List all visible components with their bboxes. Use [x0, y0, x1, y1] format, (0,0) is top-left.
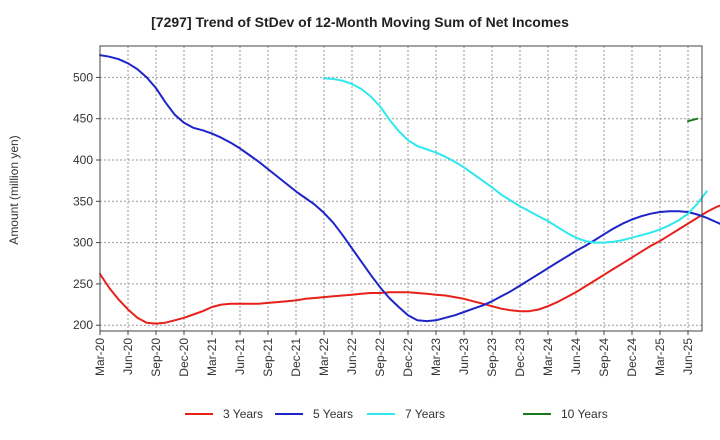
y-tick-label-3: 350 [73, 194, 93, 208]
x-tick-label-15: Dec-23 [513, 338, 527, 377]
plot-frame [99, 45, 703, 332]
y-axis: 200 250 300 350 400 450 500 [73, 70, 100, 332]
series-line-7-years [323, 77, 708, 244]
x-tick-label-1: Jun-20 [121, 338, 135, 375]
x-tick-label-19: Dec-24 [625, 338, 639, 377]
series-line-3-years [99, 204, 720, 325]
x-tick-label-12: Mar-23 [429, 338, 443, 376]
x-tick-label-17: Jun-24 [569, 338, 583, 375]
legend-label-7-years: 7 Years [405, 407, 445, 421]
series-line-10-years [687, 117, 699, 123]
x-tick-label-11: Dec-22 [401, 338, 415, 377]
legend-label-3-years: 3 Years [223, 407, 263, 421]
x-tick-label-0: Mar-20 [93, 338, 107, 376]
plot-background [100, 46, 702, 331]
x-tick-label-7: Dec-21 [289, 338, 303, 377]
legend: 3 Years 5 Years 7 Years 10 Years [185, 407, 608, 421]
x-tick-label-16: Mar-24 [541, 338, 555, 376]
x-tick-label-10: Sep-22 [373, 338, 387, 377]
x-tick-label-8: Mar-22 [317, 338, 331, 376]
x-axis: Mar-20 Jun-20 Sep-20 Dec-20 Mar-21 Jun-21 Sep-… [93, 331, 695, 377]
x-tick-label-20: Mar-25 [653, 338, 667, 376]
series-line-5-years [99, 54, 720, 323]
x-tick-label-9: Jun-22 [345, 338, 359, 375]
legend-label-10-years: 10 Years [561, 407, 608, 421]
x-tick-label-21: Jun-25 [681, 338, 695, 375]
series-lines [99, 54, 720, 325]
x-tick-label-18: Sep-24 [597, 338, 611, 377]
y-axis-label: Amount (million yen) [7, 135, 21, 244]
x-tick-label-6: Sep-21 [261, 338, 275, 377]
x-tick-label-4: Mar-21 [205, 338, 219, 376]
y-tick-label-6: 500 [73, 70, 93, 84]
legend-label-5-years: 5 Years [313, 407, 353, 421]
x-tick-label-2: Sep-20 [149, 338, 163, 377]
y-tick-label-5: 450 [73, 112, 93, 126]
y-tick-label-4: 400 [73, 153, 93, 167]
x-tick-label-3: Dec-20 [177, 338, 191, 377]
y-tick-label-1: 250 [73, 277, 93, 291]
y-tick-label-2: 300 [73, 236, 93, 250]
x-tick-label-5: Jun-21 [233, 338, 247, 375]
x-tick-label-13: Jun-23 [457, 338, 471, 375]
y-tick-label-0: 200 [73, 318, 93, 332]
chart-title: [7297] Trend of StDev of 12-Month Moving… [151, 14, 569, 30]
x-tick-label-14: Sep-23 [485, 338, 499, 377]
